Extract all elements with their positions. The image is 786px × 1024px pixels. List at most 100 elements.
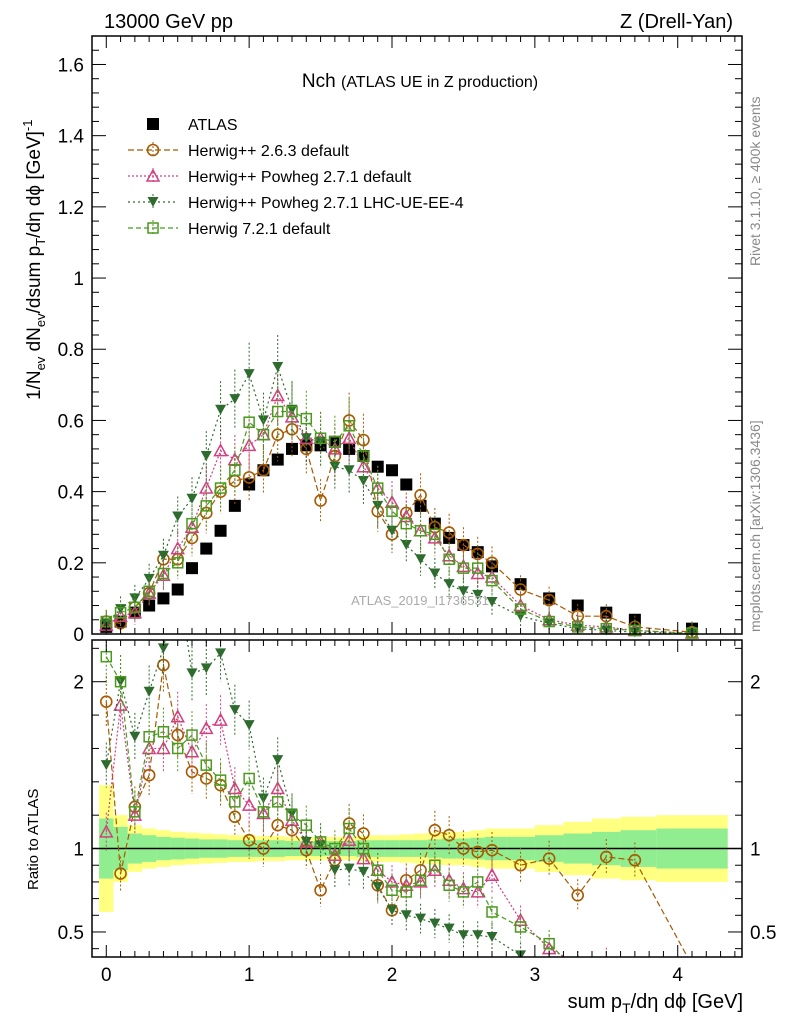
plot-subtitle: (ATLAS UE in Z production) [341,74,538,91]
data-point [472,589,484,600]
ratio-point [486,906,498,918]
data-point [457,586,469,597]
process-label: Z (Drell-Yan) [620,11,733,33]
plot-title: Nch (ATLAS UE in Z production) [302,71,538,92]
data-point [300,433,312,444]
ratio-series-0 [99,640,693,957]
y-tick-label: 0.6 [58,411,84,432]
ratio-point [599,850,613,864]
ratio-point [186,729,198,741]
data-point [329,461,341,472]
ratio-point [514,921,527,933]
ratio-point [343,863,355,874]
ratio-point [257,842,270,855]
ratio-point [129,806,141,818]
legend-marker [145,168,161,182]
data-point [157,567,170,580]
data-point [300,412,313,425]
ratio-point [457,930,469,941]
data-point [471,562,484,574]
data-point [429,568,441,579]
ratio-point [457,886,470,898]
series-line-2 [105,394,693,634]
data-point [228,499,241,512]
ratio-point [100,760,112,771]
data-point [229,464,241,477]
y-axis-title: 1/Nev dNev/dsum pT/dη dϕ [GeV]-1 [20,120,48,401]
data-point [129,601,141,614]
ratio-point [371,864,384,876]
ratio-point [486,931,498,942]
legend-marker [146,143,160,157]
series-3 [100,335,698,638]
data-point [170,541,185,555]
data-point [272,362,284,373]
ratio-point [484,867,500,881]
x-tick-label: 1 [244,965,255,986]
ratio-point [543,937,555,950]
data-point [200,500,213,512]
ratio-point [443,879,455,892]
ratio-point [213,712,228,726]
ratio-point [243,720,255,731]
series-line-4 [105,410,693,634]
ratio-point [471,876,484,888]
data-point [427,530,443,544]
ratio-panel-data [99,640,693,957]
data-point [513,597,528,612]
ratio-point [514,858,527,872]
legend-label: ATLAS [188,117,238,134]
data-point [243,369,255,380]
data-point [171,583,184,596]
ratio-point [199,720,214,735]
data-point [143,585,155,598]
y-tick-label: 1.2 [58,198,84,219]
y-tick-label: 0 [73,625,84,646]
ratio-point [157,643,169,654]
ratio-point [443,923,455,934]
ratio-tick-label: 2 [73,673,84,694]
data-point [343,420,355,432]
data-point [400,478,413,491]
data-point [443,553,455,565]
ratio-point [542,852,556,865]
data-point [114,606,127,619]
ratio-point [170,709,185,723]
ratio-line-3 [105,656,564,957]
ratio-line-2 [105,640,528,957]
data-point [442,526,456,539]
ratio-point [272,755,284,766]
ratio-point [99,824,114,838]
ratio-point [471,845,485,859]
data-point [314,494,327,507]
ratio-point [457,842,470,855]
ratio-tick-label: 0.5 [58,923,84,944]
plot-title-main: Nch [302,71,336,92]
data-point [214,482,227,494]
data-point [415,554,427,565]
ratio-point [628,853,642,867]
series-4 [100,383,698,639]
mcplots-label: mcplots.cern.ch [arXiv:1306.3436] [747,420,763,632]
data-point [157,550,169,561]
ratio-point [215,648,227,659]
ratio-point [415,913,427,924]
data-point [629,624,641,637]
ratio-point [428,823,442,837]
legend-label: Herwig++ Powheg 2.7.1 LHC-UE-EE-4 [188,195,464,212]
legend-item-1: Herwig++ 2.6.3 default [128,142,350,160]
ratio-point [99,695,113,709]
ratio-point [357,842,370,855]
ratio-point [485,843,499,857]
ratio-tick-label-right: 0.5 [750,923,776,944]
data-point [357,433,370,447]
y-tick-label: 1.4 [58,127,85,148]
ratio-point [329,865,341,876]
legend-marker [147,118,159,130]
legend-label: Herwig 7.2.1 default [188,221,331,238]
ratio-point [472,930,484,941]
legend-label: Herwig++ Powheg 2.7.1 default [188,169,412,186]
data-point [243,416,255,428]
data-point [443,579,455,590]
